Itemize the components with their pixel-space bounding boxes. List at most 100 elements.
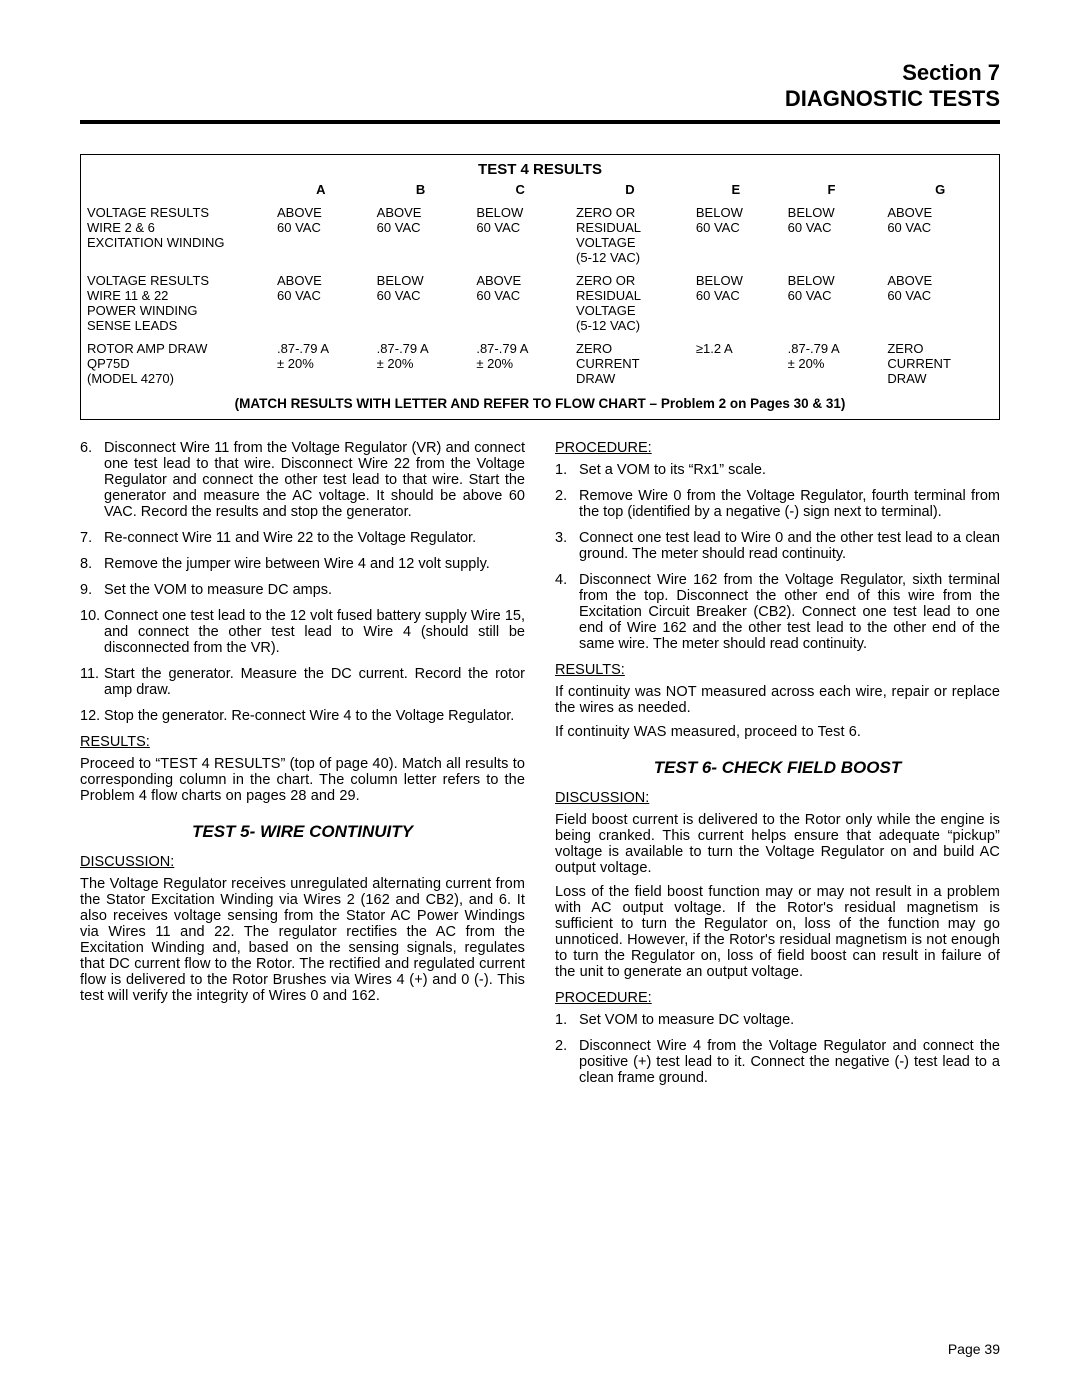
- test4-results-table: TEST 4 RESULTS A B C D E F G VOLTAGE RES…: [80, 154, 1000, 420]
- list-item: 6.Disconnect Wire 11 from the Voltage Re…: [80, 440, 525, 520]
- page-header: Section 7 DIAGNOSTIC TESTS: [80, 60, 1000, 112]
- table-cell: .87-.79 A ± 20%: [782, 337, 882, 390]
- list-item: 9.Set the VOM to measure DC amps.: [80, 582, 525, 598]
- col-header: D: [570, 178, 690, 201]
- step-number: 11.: [80, 666, 104, 698]
- col-header: A: [271, 178, 371, 201]
- discussion-heading-right: DISCUSSION:: [555, 790, 1000, 806]
- step-number: 12.: [80, 708, 104, 724]
- step-text: Remove the jumper wire between Wire 4 an…: [104, 556, 525, 572]
- step-number: 2.: [555, 488, 579, 520]
- page-title: DIAGNOSTIC TESTS: [80, 86, 1000, 112]
- table-cell: BELOW 60 VAC: [690, 269, 782, 337]
- table-cell: ABOVE 60 VAC: [271, 201, 371, 269]
- list-item: 7.Re-connect Wire 11 and Wire 22 to the …: [80, 530, 525, 546]
- list-item: 3.Connect one test lead to Wire 0 and th…: [555, 530, 1000, 562]
- list-item: 12.Stop the generator. Re-connect Wire 4…: [80, 708, 525, 724]
- table-cell: ZERO CURRENT DRAW: [570, 337, 690, 390]
- disc-p1: Field boost current is delivered to the …: [555, 812, 1000, 876]
- step-text: Connect one test lead to Wire 0 and the …: [579, 530, 1000, 562]
- table-cell: ≥1.2 A: [690, 337, 782, 390]
- col-header: G: [881, 178, 999, 201]
- step-number: 10.: [80, 608, 104, 656]
- col-header: C: [470, 178, 570, 201]
- table-cell: ZERO CURRENT DRAW: [881, 337, 999, 390]
- list-item: 1.Set a VOM to its “Rx1” scale.: [555, 462, 1000, 478]
- page: Section 7 DIAGNOSTIC TESTS TEST 4 RESULT…: [0, 0, 1080, 1397]
- table-cell: .87-.79 A ± 20%: [470, 337, 570, 390]
- col-header: E: [690, 178, 782, 201]
- list-item: 11.Start the generator. Measure the DC c…: [80, 666, 525, 698]
- step-number: 1.: [555, 462, 579, 478]
- list-item: 2.Remove Wire 0 from the Voltage Regulat…: [555, 488, 1000, 520]
- table-cell: BELOW 60 VAC: [782, 201, 882, 269]
- results-body: Proceed to “TEST 4 RESULTS” (top of page…: [80, 756, 525, 804]
- step-text: Remove Wire 0 from the Voltage Regulator…: [579, 488, 1000, 520]
- test5-title: TEST 5- WIRE CONTINUITY: [80, 822, 525, 842]
- table-cell: BELOW 60 VAC: [690, 201, 782, 269]
- discussion-body: The Voltage Regulator receives unregulat…: [80, 876, 525, 1004]
- table-cell: ABOVE 60 VAC: [470, 269, 570, 337]
- table-title: TEST 4 RESULTS: [81, 155, 999, 178]
- list-item: 1.Set VOM to measure DC voltage.: [555, 1012, 1000, 1028]
- table-cell: ABOVE 60 VAC: [371, 201, 471, 269]
- procedure2-heading: PROCEDURE:: [555, 990, 1000, 1006]
- results-inner-table: A B C D E F G VOLTAGE RESULTS WIRE 2 & 6…: [81, 178, 999, 390]
- list-item: 4.Disconnect Wire 162 from the Voltage R…: [555, 572, 1000, 652]
- page-number: Page 39: [948, 1341, 1000, 1357]
- step-number: 8.: [80, 556, 104, 572]
- step-text: Disconnect Wire 11 from the Voltage Regu…: [104, 440, 525, 520]
- step-number: 3.: [555, 530, 579, 562]
- step-number: 2.: [555, 1038, 579, 1086]
- test6-title: TEST 6- CHECK FIELD BOOST: [555, 758, 1000, 778]
- step-number: 4.: [555, 572, 579, 652]
- table-cell: ZERO OR RESIDUAL VOLTAGE (5-12 VAC): [570, 201, 690, 269]
- step-text: Start the generator. Measure the DC curr…: [104, 666, 525, 698]
- table-cell: ABOVE 60 VAC: [881, 269, 999, 337]
- discussion-heading: DISCUSSION:: [80, 854, 525, 870]
- results-p1: If continuity was NOT measured across ea…: [555, 684, 1000, 716]
- step-text: Set the VOM to measure DC amps.: [104, 582, 525, 598]
- table-cell: ABOVE 60 VAC: [271, 269, 371, 337]
- col-header: F: [782, 178, 882, 201]
- left-column: 6.Disconnect Wire 11 from the Voltage Re…: [80, 440, 525, 1096]
- header-divider: [80, 120, 1000, 124]
- table-cell: BELOW 60 VAC: [470, 201, 570, 269]
- step-number: 6.: [80, 440, 104, 520]
- table-cell: .87-.79 A ± 20%: [271, 337, 371, 390]
- step-text: Set VOM to measure DC voltage.: [579, 1012, 1000, 1028]
- step-text: Connect one test lead to the 12 volt fus…: [104, 608, 525, 656]
- row-label: ROTOR AMP DRAW QP75D (MODEL 4270): [81, 337, 271, 390]
- section-label: Section 7: [80, 60, 1000, 86]
- table-header-row: A B C D E F G: [81, 178, 999, 201]
- step-text: Stop the generator. Re-connect Wire 4 to…: [104, 708, 525, 724]
- row-label: VOLTAGE RESULTS WIRE 11 & 22 POWER WINDI…: [81, 269, 271, 337]
- table-footer-note: (MATCH RESULTS WITH LETTER AND REFER TO …: [81, 390, 999, 419]
- step-number: 9.: [80, 582, 104, 598]
- table-row: VOLTAGE RESULTS WIRE 11 & 22 POWER WINDI…: [81, 269, 999, 337]
- disc-p2: Loss of the field boost function may or …: [555, 884, 1000, 980]
- right-column: PROCEDURE: 1.Set a VOM to its “Rx1” scal…: [555, 440, 1000, 1096]
- list-item: 10.Connect one test lead to the 12 volt …: [80, 608, 525, 656]
- step-text: Set a VOM to its “Rx1” scale.: [579, 462, 1000, 478]
- results-heading: RESULTS:: [80, 734, 525, 750]
- table-cell: BELOW 60 VAC: [782, 269, 882, 337]
- step-number: 7.: [80, 530, 104, 546]
- content-columns: 6.Disconnect Wire 11 from the Voltage Re…: [80, 440, 1000, 1096]
- list-item: 8.Remove the jumper wire between Wire 4 …: [80, 556, 525, 572]
- table-cell: ABOVE 60 VAC: [881, 201, 999, 269]
- step-text: Disconnect Wire 162 from the Voltage Reg…: [579, 572, 1000, 652]
- table-row: ROTOR AMP DRAW QP75D (MODEL 4270).87-.79…: [81, 337, 999, 390]
- row-label: VOLTAGE RESULTS WIRE 2 & 6 EXCITATION WI…: [81, 201, 271, 269]
- results-p2: If continuity WAS measured, proceed to T…: [555, 724, 1000, 740]
- results-heading-right: RESULTS:: [555, 662, 1000, 678]
- list-item: 2.Disconnect Wire 4 from the Voltage Reg…: [555, 1038, 1000, 1086]
- table-row: VOLTAGE RESULTS WIRE 2 & 6 EXCITATION WI…: [81, 201, 999, 269]
- col-header: B: [371, 178, 471, 201]
- table-cell: BELOW 60 VAC: [371, 269, 471, 337]
- procedure-heading: PROCEDURE:: [555, 440, 1000, 456]
- step-text: Re-connect Wire 11 and Wire 22 to the Vo…: [104, 530, 525, 546]
- step-number: 1.: [555, 1012, 579, 1028]
- table-cell: ZERO OR RESIDUAL VOLTAGE (5-12 VAC): [570, 269, 690, 337]
- step-text: Disconnect Wire 4 from the Voltage Regul…: [579, 1038, 1000, 1086]
